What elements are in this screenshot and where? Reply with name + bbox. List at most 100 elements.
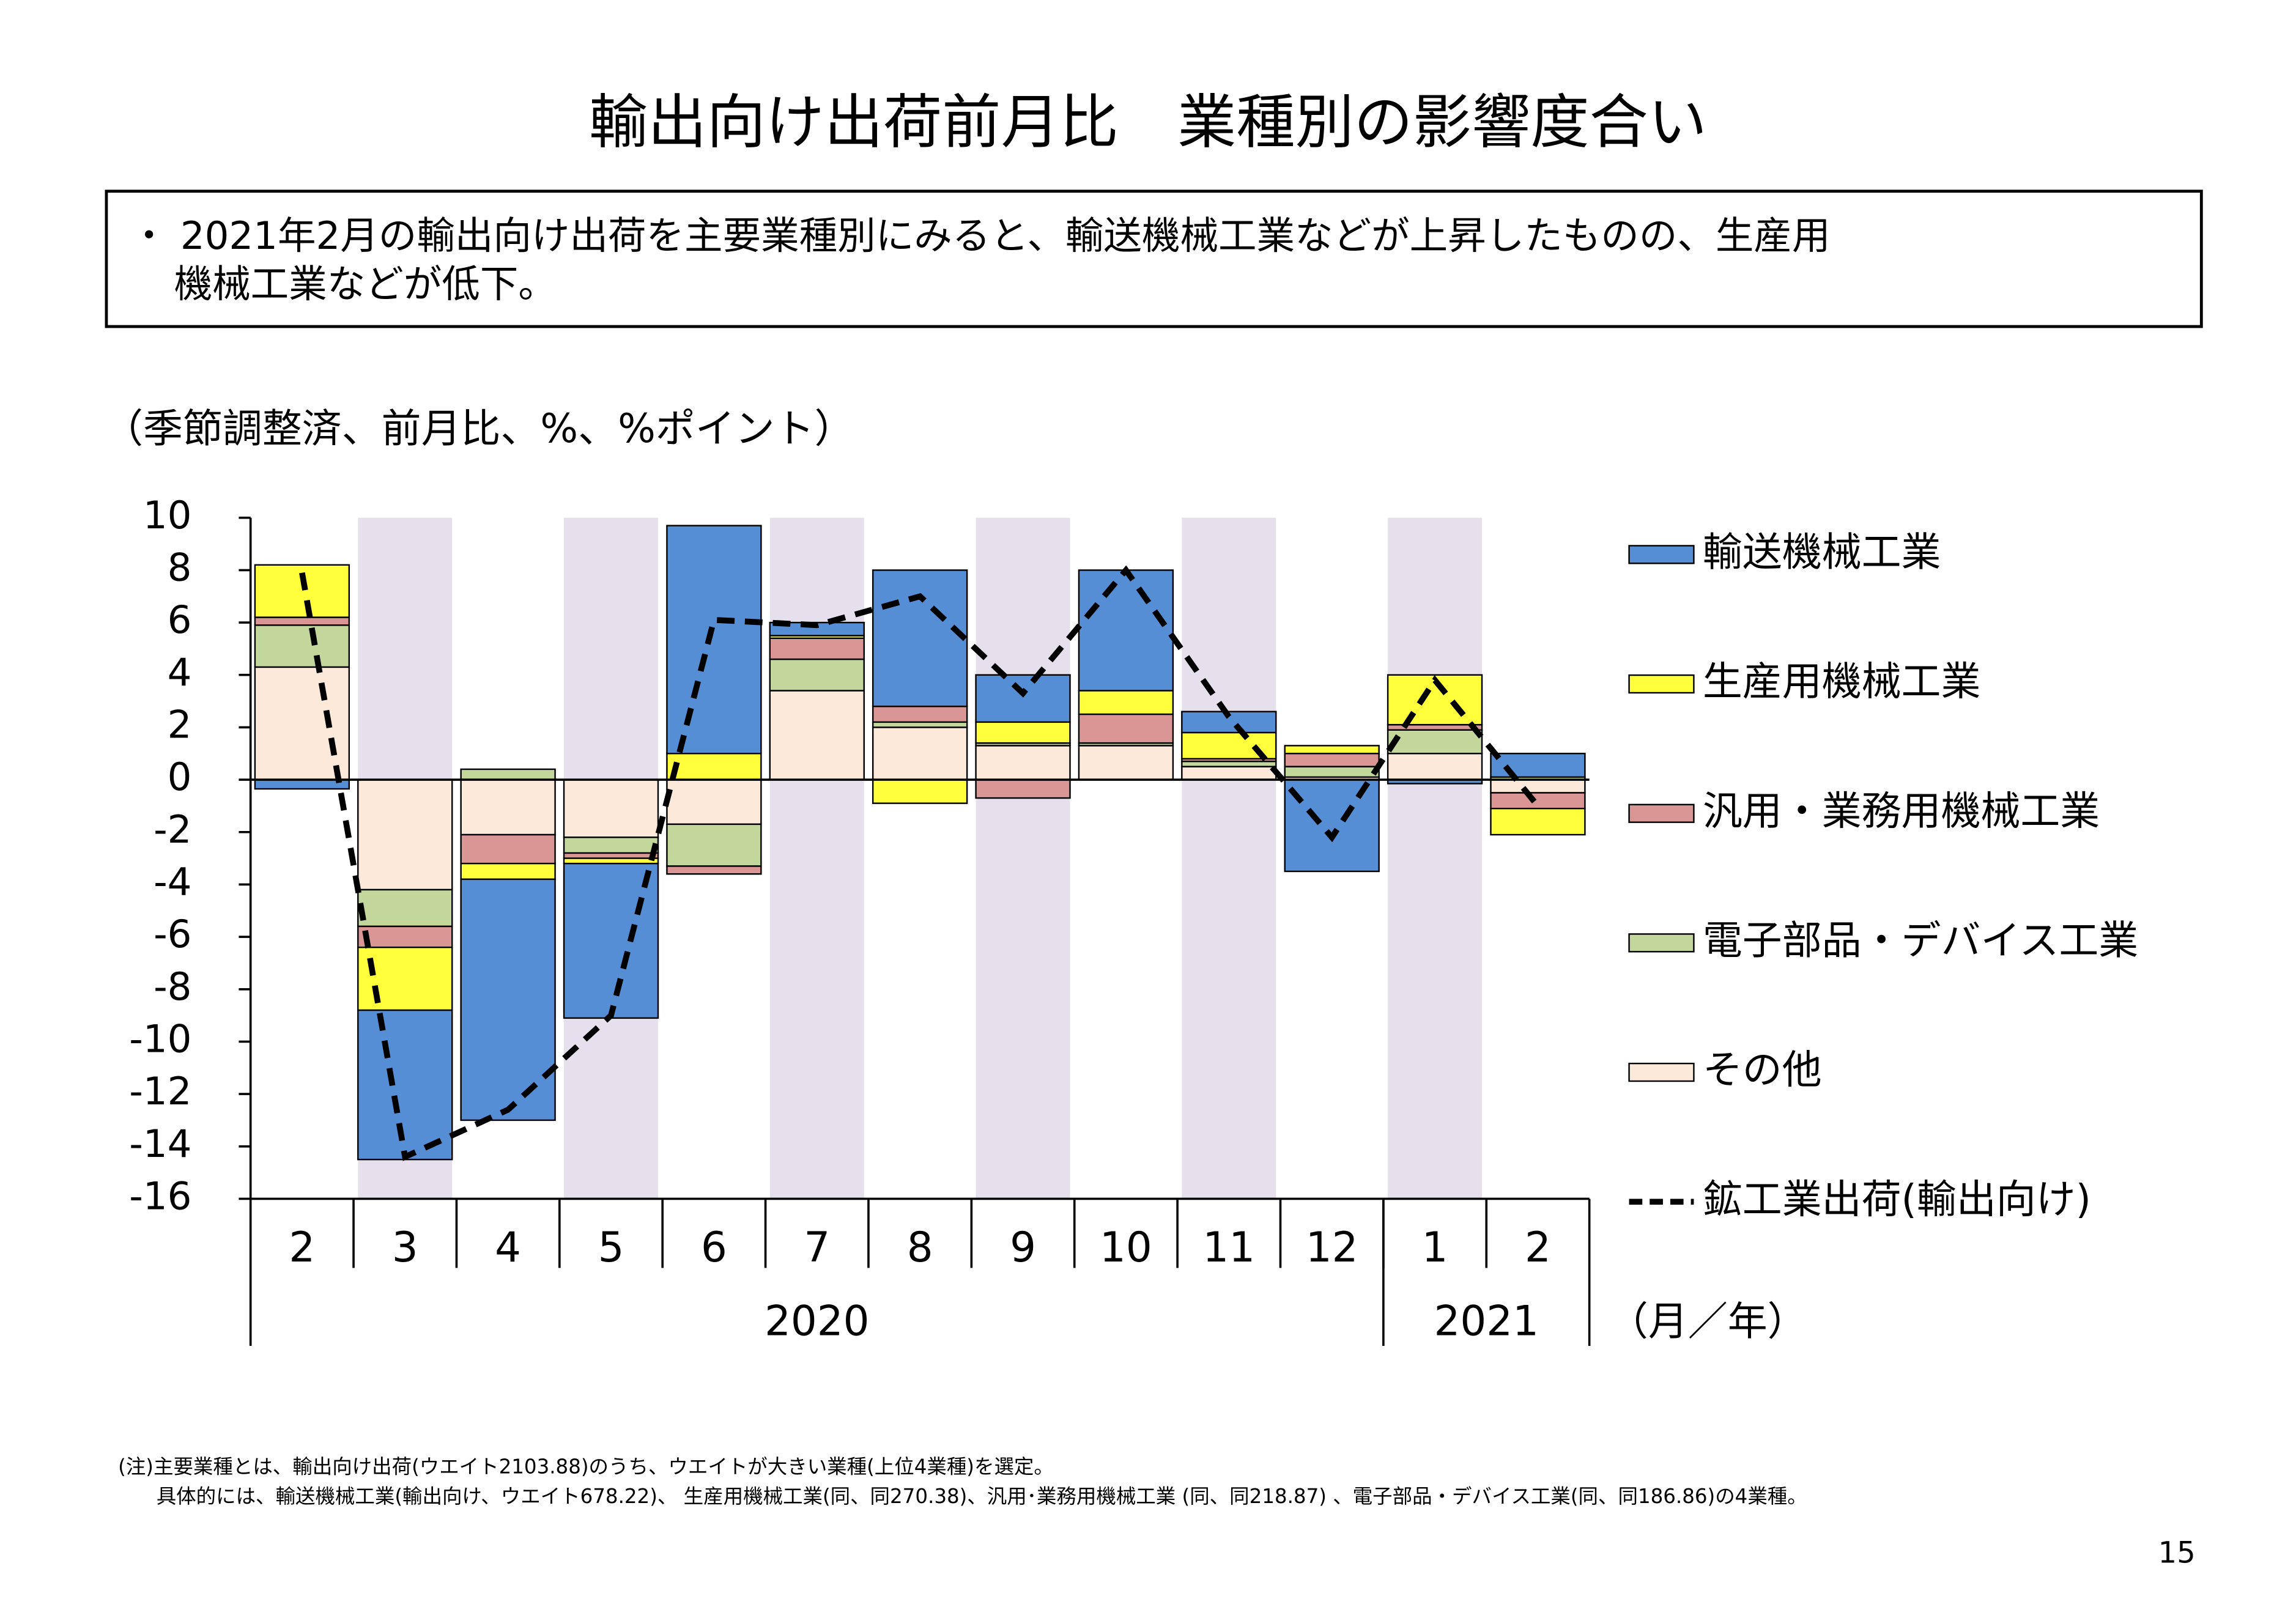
bar-segment <box>975 778 1071 799</box>
x-tick-label: 4 <box>495 1223 521 1271</box>
bar-segment <box>769 658 865 692</box>
y-tick-label: -8 <box>154 964 191 1009</box>
y-tick-label: -12 <box>129 1069 191 1114</box>
x-tick-label: 8 <box>907 1223 933 1271</box>
bar-segment <box>357 925 453 948</box>
y-tick-label: -2 <box>154 807 191 852</box>
y-tick-label: -16 <box>129 1174 191 1219</box>
bar-segment <box>666 525 762 755</box>
bar-segment <box>666 778 762 826</box>
y-tick-label: 4 <box>168 650 192 695</box>
bar-segment <box>769 637 865 660</box>
bar-segment <box>1078 745 1174 781</box>
x-tick-label: 5 <box>598 1223 624 1271</box>
bar-segment <box>1387 729 1483 755</box>
summary-line: ・ 2021年2月の輸出向け出荷を主要業種別にみると、輸送機械工業などが上昇した… <box>130 213 1830 258</box>
bar-segment <box>1078 713 1174 744</box>
x-tick-label: 9 <box>1010 1223 1036 1271</box>
bar-segment <box>460 778 556 836</box>
bar-segment <box>254 778 350 790</box>
bar-segment <box>254 616 350 626</box>
bar-segment <box>872 569 968 707</box>
bar-segment <box>254 624 350 668</box>
bar-segment <box>1284 753 1380 767</box>
bar-segment <box>1078 690 1174 715</box>
bar-segment <box>872 726 968 781</box>
legend-label: 電子部品・デバイス工業 <box>1703 918 2138 964</box>
y-tick-label: -4 <box>154 860 191 904</box>
footnote: 具体的には、輸送機械工業(輸出向け、ウエイト678.22)、 生産用機械工業(同… <box>157 1485 1807 1508</box>
legend-label: 鉱工業出荷(輸出向け) <box>1703 1177 2091 1222</box>
x-tick-label: 2 <box>289 1223 315 1271</box>
legend-swatch <box>1628 1062 1695 1082</box>
legend-swatch <box>1628 545 1695 564</box>
x-tick-label: 3 <box>392 1223 418 1271</box>
bar-segment <box>1181 760 1277 767</box>
bar-segment <box>563 857 659 865</box>
x-unit-label: （月／年） <box>1609 1299 1807 1345</box>
bar-segment <box>1284 745 1380 755</box>
x-tick-label: 7 <box>804 1223 830 1271</box>
x-tick-label: 12 <box>1306 1223 1358 1271</box>
bar-segment <box>357 947 453 1011</box>
bar-segment <box>975 721 1071 744</box>
bar-segment <box>460 768 556 781</box>
bar-segment <box>666 823 762 867</box>
bar-segment <box>666 753 762 781</box>
bar-segment <box>1490 778 1586 794</box>
y-tick-label: 6 <box>168 597 192 642</box>
bar-segment <box>1490 753 1586 778</box>
bar-segment <box>563 837 659 854</box>
slide-title: 輸出向け出荷前月比 業種別の影響度合い <box>589 88 1707 157</box>
bar-segment <box>357 888 453 928</box>
y-tick-label: 2 <box>168 702 192 747</box>
column-shade <box>769 517 864 1199</box>
bar-segment <box>357 778 453 891</box>
year-label: 2021 <box>1434 1296 1539 1345</box>
legend-swatch <box>1628 674 1695 694</box>
y-tick-label: 10 <box>143 493 192 537</box>
bar-segment <box>1284 766 1380 778</box>
bar-segment <box>1387 753 1483 781</box>
bar-segment <box>1490 792 1586 810</box>
bar-segment <box>357 1009 453 1161</box>
y-tick-label: 0 <box>168 755 192 799</box>
bar-segment <box>872 721 968 728</box>
line-series <box>299 565 1541 1161</box>
bar-segment <box>460 862 556 881</box>
bar-segment <box>254 666 350 781</box>
legend-swatch <box>1628 933 1695 953</box>
legend-swatch <box>1628 803 1695 823</box>
x-tick-label: 6 <box>701 1223 727 1271</box>
summary-box <box>105 190 2203 328</box>
column-shade <box>976 517 1070 1199</box>
bar-segment <box>460 833 556 865</box>
bar-segment <box>769 690 865 781</box>
page-number: 15 <box>2158 1536 2195 1570</box>
unit-label: （季節調整済、前月比、%、%ポイント） <box>103 406 854 452</box>
column-shade <box>1388 517 1483 1199</box>
y-tick-label: -6 <box>154 912 191 956</box>
footnote: (注)主要業種とは、輸出向け出荷(ウエイト2103.88)のうち、ウエイトが大き… <box>118 1455 1054 1479</box>
bar-segment <box>563 862 659 1019</box>
bar-segment <box>975 745 1071 781</box>
y-tick-label: 8 <box>168 545 192 589</box>
bar-segment <box>1078 569 1174 692</box>
bar-segment <box>872 778 968 804</box>
year-label: 2020 <box>765 1296 869 1345</box>
y-tick-label: -10 <box>129 1017 191 1062</box>
y-tick-label: -14 <box>129 1121 191 1166</box>
bar-segment <box>872 705 968 723</box>
x-tick-label: 1 <box>1422 1223 1448 1271</box>
bar-segment <box>1181 766 1277 781</box>
bar-segment <box>1490 807 1586 836</box>
x-tick-label: 11 <box>1202 1223 1255 1271</box>
summary-line: 機械工業などが低下。 <box>174 262 557 306</box>
bar-segment <box>460 878 556 1121</box>
bar-segment <box>563 778 659 838</box>
x-tick-label: 2 <box>1525 1223 1551 1271</box>
legend-label: 輸送機械工業 <box>1703 530 1941 575</box>
bar-segment <box>975 674 1071 723</box>
x-tick-label: 10 <box>1100 1223 1152 1271</box>
